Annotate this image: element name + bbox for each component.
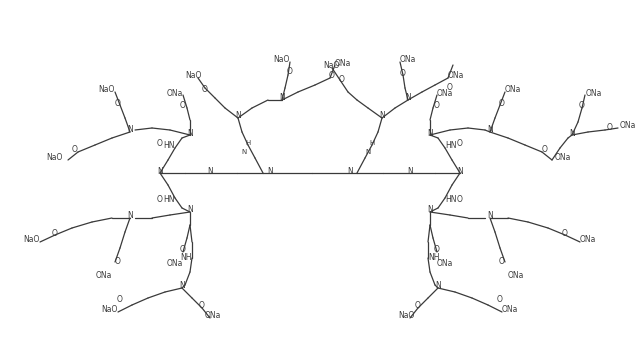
Text: ONa: ONa	[505, 86, 522, 95]
Text: O: O	[329, 70, 335, 80]
Text: HN: HN	[445, 141, 456, 150]
Text: O: O	[117, 296, 123, 304]
Text: N: N	[487, 126, 493, 134]
Text: N: N	[241, 149, 246, 155]
Text: N: N	[379, 111, 385, 120]
Text: N: N	[457, 166, 463, 176]
Text: ONa: ONa	[166, 259, 183, 267]
Text: O: O	[72, 146, 78, 155]
Text: O: O	[157, 139, 163, 148]
Text: N: N	[569, 128, 575, 138]
Text: O: O	[497, 296, 503, 304]
Text: ONa: ONa	[620, 120, 636, 129]
Text: N: N	[127, 211, 133, 221]
Text: N: N	[435, 282, 441, 290]
Text: N: N	[127, 126, 133, 134]
Text: ONa: ONa	[205, 312, 221, 320]
Text: N: N	[405, 94, 411, 103]
Text: ONa: ONa	[437, 89, 453, 97]
Text: ONa: ONa	[95, 270, 112, 280]
Text: H: H	[369, 140, 374, 146]
Text: ONa: ONa	[586, 89, 602, 97]
Text: HN: HN	[163, 195, 175, 205]
Text: O: O	[339, 75, 345, 84]
Text: O: O	[579, 102, 585, 111]
Text: N: N	[207, 166, 213, 176]
Text: ONa: ONa	[580, 236, 596, 245]
Text: ONa: ONa	[400, 55, 417, 65]
Text: O: O	[457, 195, 463, 205]
Text: O: O	[157, 195, 163, 205]
Text: ONa: ONa	[335, 59, 351, 67]
Text: NaO: NaO	[99, 86, 115, 95]
Text: NH: NH	[428, 252, 440, 261]
Text: N: N	[407, 166, 413, 176]
Text: O: O	[457, 139, 463, 148]
Text: O: O	[115, 98, 121, 107]
Text: NaO: NaO	[24, 236, 40, 245]
Text: HN: HN	[445, 195, 456, 205]
Text: N: N	[267, 166, 273, 176]
Text: N: N	[187, 206, 193, 215]
Text: N: N	[487, 211, 493, 221]
Text: O: O	[499, 98, 505, 107]
Text: O: O	[52, 229, 58, 238]
Text: O: O	[434, 245, 440, 254]
Text: O: O	[499, 258, 505, 267]
Text: NaO: NaO	[399, 312, 415, 320]
Text: N: N	[427, 206, 433, 215]
Text: NaO: NaO	[274, 55, 290, 65]
Text: ONa: ONa	[437, 259, 453, 267]
Text: NaO: NaO	[186, 72, 202, 81]
Text: O: O	[415, 302, 421, 311]
Text: N: N	[179, 282, 185, 290]
Text: NaO: NaO	[324, 61, 340, 70]
Text: N: N	[187, 128, 193, 138]
Text: ONa: ONa	[508, 270, 524, 280]
Text: ONa: ONa	[448, 72, 465, 81]
Text: N: N	[347, 166, 353, 176]
Text: O: O	[115, 258, 121, 267]
Text: N: N	[279, 94, 285, 103]
Text: NaO: NaO	[47, 154, 63, 163]
Text: O: O	[199, 302, 205, 311]
Text: NaO: NaO	[102, 305, 118, 314]
Text: O: O	[447, 83, 453, 92]
Text: O: O	[400, 68, 406, 77]
Text: O: O	[607, 124, 613, 133]
Text: ONa: ONa	[555, 154, 572, 163]
Text: HN: HN	[163, 141, 175, 150]
Text: O: O	[202, 86, 208, 95]
Text: O: O	[180, 245, 186, 254]
Text: O: O	[434, 102, 440, 111]
Text: O: O	[562, 229, 568, 238]
Text: NH: NH	[180, 252, 192, 261]
Text: O: O	[287, 67, 293, 76]
Text: N: N	[427, 128, 433, 138]
Text: N: N	[365, 149, 371, 155]
Text: H: H	[245, 140, 251, 146]
Text: N: N	[235, 111, 241, 120]
Text: N: N	[157, 166, 163, 176]
Text: ONa: ONa	[502, 305, 518, 314]
Text: O: O	[542, 146, 548, 155]
Text: ONa: ONa	[166, 89, 183, 97]
Text: O: O	[180, 102, 186, 111]
